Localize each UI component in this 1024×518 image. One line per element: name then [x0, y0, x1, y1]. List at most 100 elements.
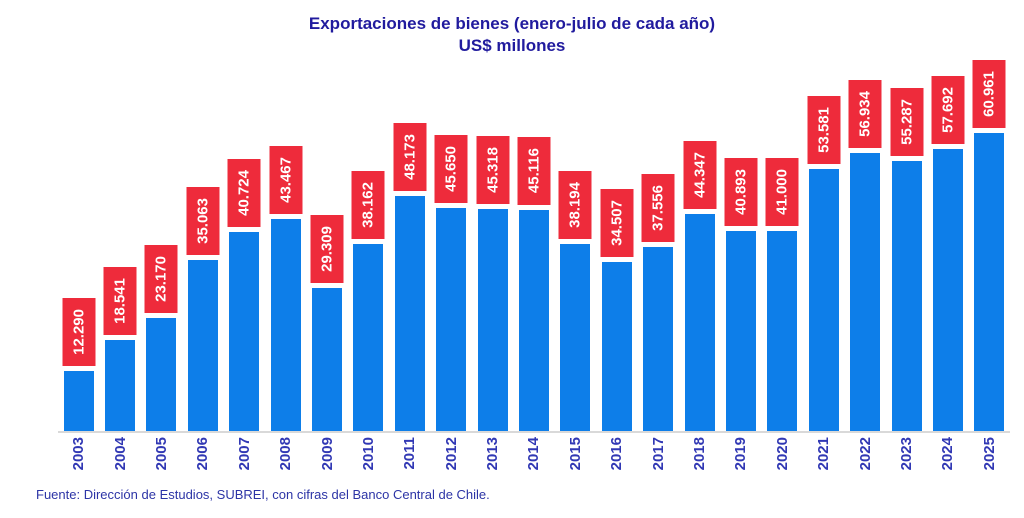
value-label-text: 40.893 — [732, 169, 750, 215]
bar-slot-2005: 23.170 — [141, 0, 182, 431]
value-label-2011: 48.173 — [393, 123, 427, 191]
x-tick-2023: 2023 — [886, 437, 927, 483]
value-label-2014: 45.116 — [517, 137, 551, 205]
value-label-text: 40.724 — [235, 170, 253, 216]
bar-2016 — [601, 262, 632, 431]
value-label-2022: 56.934 — [848, 80, 882, 148]
x-tick-2022: 2022 — [844, 437, 885, 483]
bar-2017 — [643, 247, 674, 431]
bar-slot-2006: 35.063 — [182, 0, 223, 431]
x-tick-2019: 2019 — [720, 437, 761, 483]
x-tick-label: 2006 — [194, 437, 212, 471]
x-tick-2006: 2006 — [182, 437, 223, 483]
bar-2022 — [850, 153, 881, 431]
bar-2020 — [767, 231, 798, 431]
x-tick-2004: 2004 — [99, 437, 140, 483]
x-tick-2016: 2016 — [596, 437, 637, 483]
value-label-text: 53.581 — [815, 107, 833, 153]
x-tick-2015: 2015 — [555, 437, 596, 483]
value-label-text: 34.507 — [608, 200, 626, 246]
bar-slot-2011: 48.173 — [389, 0, 430, 431]
value-label-2005: 23.170 — [144, 245, 178, 313]
value-label-text: 57.692 — [939, 87, 957, 133]
bar-slot-2018: 44.347 — [679, 0, 720, 431]
bar-slot-2017: 37.556 — [637, 0, 678, 431]
x-tick-label: 2008 — [277, 437, 295, 471]
x-tick-label: 2018 — [691, 437, 709, 471]
value-label-text: 29.309 — [318, 226, 336, 272]
value-label-text: 35.063 — [194, 198, 212, 244]
x-tick-2014: 2014 — [513, 437, 554, 483]
value-label-text: 56.934 — [856, 91, 874, 137]
value-label-2007: 40.724 — [227, 159, 261, 227]
bar-slot-2007: 40.724 — [224, 0, 265, 431]
x-tick-label: 2021 — [815, 437, 833, 471]
bar-slot-2021: 53.581 — [803, 0, 844, 431]
bar-slot-2025: 60.961 — [969, 0, 1010, 431]
x-tick-label: 2017 — [649, 437, 667, 471]
bar-slot-2004: 18.541 — [99, 0, 140, 431]
bar-2008 — [270, 219, 301, 431]
x-tick-label: 2022 — [856, 437, 874, 471]
bar-2005 — [146, 318, 177, 431]
value-label-2013: 45.318 — [476, 136, 510, 204]
x-tick-2012: 2012 — [431, 437, 472, 483]
bar-2003 — [63, 371, 94, 431]
value-label-2012: 45.650 — [434, 135, 468, 203]
bar-slot-2022: 56.934 — [844, 0, 885, 431]
x-tick-label: 2025 — [980, 437, 998, 471]
x-tick-label: 2020 — [773, 437, 791, 471]
bar-2006 — [187, 260, 218, 431]
bar-slot-2010: 38.162 — [348, 0, 389, 431]
source-note: Fuente: Dirección de Estudios, SUBREI, c… — [36, 487, 490, 502]
value-label-text: 60.961 — [980, 71, 998, 117]
value-label-2004: 18.541 — [103, 267, 137, 335]
x-tick-2021: 2021 — [803, 437, 844, 483]
value-label-text: 38.162 — [359, 182, 377, 228]
value-label-2020: 41.000 — [765, 158, 799, 226]
value-label-text: 41.000 — [773, 169, 791, 215]
x-tick-label: 2014 — [525, 437, 543, 471]
bar-2024 — [932, 149, 963, 431]
value-label-2010: 38.162 — [351, 171, 385, 239]
x-tick-label: 2010 — [359, 437, 377, 471]
bar-2012 — [436, 208, 467, 431]
value-label-2015: 38.194 — [558, 171, 592, 239]
bar-slot-2019: 40.893 — [720, 0, 761, 431]
x-tick-label: 2003 — [70, 437, 88, 471]
x-tick-2007: 2007 — [224, 437, 265, 483]
value-label-text: 45.650 — [442, 146, 460, 192]
x-tick-label: 2019 — [732, 437, 750, 471]
x-tick-label: 2007 — [235, 437, 253, 471]
chart-title: Exportaciones de bienes (enero-julio de … — [0, 13, 1024, 57]
bar-slot-2016: 34.507 — [596, 0, 637, 431]
value-label-text: 48.173 — [401, 134, 419, 180]
x-tick-label: 2015 — [566, 437, 584, 471]
x-tick-label: 2009 — [318, 437, 336, 471]
value-label-2021: 53.581 — [807, 96, 841, 164]
value-label-text: 45.318 — [484, 147, 502, 193]
bar-slot-2008: 43.467 — [265, 0, 306, 431]
bar-2023 — [891, 161, 922, 431]
chart-title-line2: US$ millones — [458, 36, 566, 55]
bar-slot-2015: 38.194 — [555, 0, 596, 431]
x-tick-label: 2023 — [898, 437, 915, 471]
bar-slot-2003: 12.290 — [58, 0, 99, 431]
x-tick-label: 2004 — [111, 437, 129, 471]
x-tick-2010: 2010 — [348, 437, 389, 483]
bar-slot-2014: 45.116 — [513, 0, 554, 431]
bar-slot-2020: 41.000 — [762, 0, 803, 431]
x-tick-label: 2024 — [939, 437, 957, 471]
bar-slot-2009: 29.309 — [306, 0, 347, 431]
value-label-2025: 60.961 — [972, 60, 1006, 128]
value-label-2017: 37.556 — [641, 174, 675, 242]
x-tick-label: 2005 — [152, 437, 170, 471]
x-tick-2018: 2018 — [679, 437, 720, 483]
bar-2009 — [312, 288, 343, 431]
x-tick-2020: 2020 — [762, 437, 803, 483]
x-tick-label: 2011 — [401, 437, 419, 470]
value-label-2006: 35.063 — [186, 187, 220, 255]
bar-slot-2024: 57.692 — [927, 0, 968, 431]
bar-2004 — [105, 340, 136, 431]
